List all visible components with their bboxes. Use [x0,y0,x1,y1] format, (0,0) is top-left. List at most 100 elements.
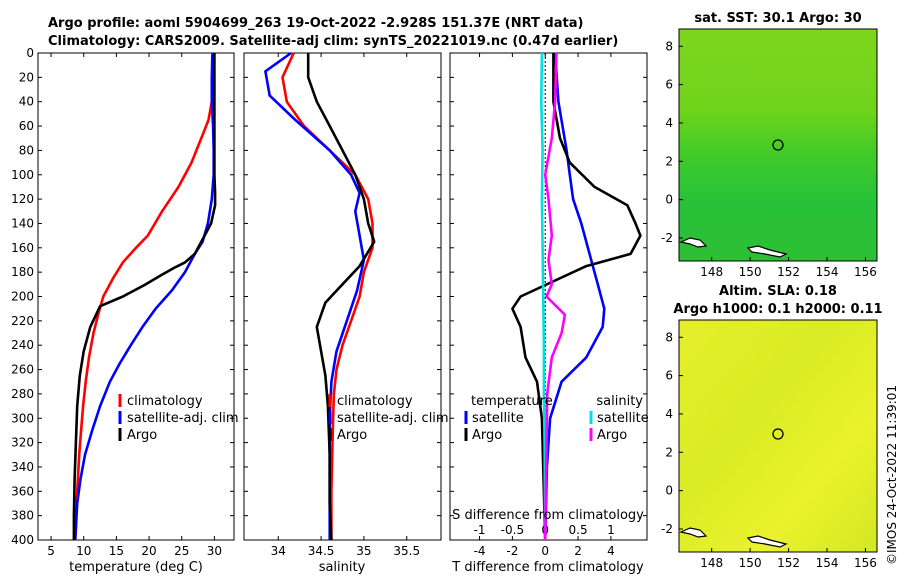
y-tick-label: 240 [11,338,34,352]
x-tick-label: 34 [271,544,286,558]
y-tick-label: 220 [11,314,34,328]
x-tick-label: 20 [141,544,156,558]
map-y-tick-label: 4 [665,407,673,421]
series-t-argo [511,53,642,541]
map-y-tick-label: 2 [665,154,673,168]
difference-axes [449,52,648,541]
y-tick-label: 260 [11,363,34,377]
sst-argo-marker [772,139,784,151]
x-tick-label: 5 [47,544,55,558]
y-tick-label: 300 [11,411,34,425]
x-tick-label: 25 [174,544,189,558]
salinity-xlabel: salinity [319,560,366,575]
map-x-tick-label: 154 [816,556,839,570]
map-y-tick-label: 0 [665,484,673,498]
sla-coastline-island [746,535,788,548]
top-tick-label: 1 [607,523,615,537]
map-x-tick-label: 156 [854,265,877,279]
series-argo [72,53,217,540]
difference-legend: temperature satellite Argo salinity sate… [464,394,649,443]
y-tick-label: 80 [19,143,34,157]
top-tick-label: 0.5 [569,523,588,537]
top-tick-label: -1 [474,523,486,537]
title-line-1: Argo profile: aoml 5904699_263 19-Oct-20… [48,16,583,31]
salinity-axes [243,52,442,541]
map-x-tick-label: 152 [777,556,800,570]
x-tick-label: 34.5 [308,544,335,558]
x-tick-label: 4 [607,544,615,558]
y-tick-label: 0 [26,46,34,60]
series-climatology [73,52,215,541]
legend-salinity-title: salinity [596,394,643,409]
legend-argo-label: Argo [337,428,367,443]
x-tick-label: 30 [207,544,222,558]
sla-field [678,319,878,553]
map-y-tick-label: 6 [665,369,673,383]
map-x-tick-label: 148 [700,556,723,570]
imos-credit: ©IMOS 24-Oct-2022 11:39:01 [885,385,899,565]
s-difference-label: S difference from climatology [452,508,644,523]
difference-plot: -4 -2 0 2 4-1 -0.5 0 0.5 1 [450,52,647,558]
legend-argo-label: Argo [127,428,157,443]
y-tick-label: 60 [19,119,34,133]
legend-satellite-label: satellite-adj. clim [127,411,239,426]
y-tick-label: 160 [11,241,34,255]
sst-coastline-island [746,245,788,258]
y-tick-label: 380 [11,509,34,523]
y-tick-label: 20 [19,70,34,84]
x-tick-label: 2 [574,544,582,558]
y-tick-label: 400 [11,533,34,547]
y-tick-label: 140 [11,216,34,230]
sla-map-title-line-1: Altim. SLA: 0.18 [719,284,837,299]
legend-t-satellite-label: satellite [472,411,524,426]
salinity-panel: 34 34.5 35 35.5 salinity climatology satell… [243,51,449,575]
t-difference-xlabel: T difference from climatology [451,560,644,575]
sst-map-panel: sat. SST: 30.1 Argo: 30 148 150 152 154 156 8… [661,11,878,279]
sst-field [678,28,878,262]
map-y-tick-label: 2 [665,445,673,459]
legend-climatology-label: climatology [337,394,413,409]
x-tick-label: -2 [506,544,518,558]
map-x-tick-label: 152 [777,265,800,279]
y-tick-label: 120 [11,192,34,206]
x-tick-label: 35.5 [393,544,420,558]
legend-t-argo-label: Argo [472,428,502,443]
y-tick-label: 40 [19,95,34,109]
sst-axes: 148 150 152 154 156 8 6 4 2 0 -2 [661,39,877,279]
map-x-tick-label: 154 [816,265,839,279]
y-tick-label: 180 [11,265,34,279]
salinity-plot: 34 34.5 35 35.5 [244,51,441,558]
temperature-axes [37,52,235,541]
salinity-legend: climatology satellite-adj. clim Argo [328,394,449,443]
map-y-tick-label: 8 [665,330,673,344]
legend-s-satellite-label: satellite [597,411,649,426]
series-argo [306,53,376,541]
legend-climatology-label: climatology [127,394,203,409]
sla-map-panel: Altim. SLA: 0.18 Argo h1000: 0.1 h2000: … [661,284,883,570]
y-tick-label: 360 [11,484,34,498]
map-y-tick-label: 0 [665,193,673,207]
y-tick-label: 200 [11,290,34,304]
y-tick-label: 320 [11,436,34,450]
sla-argo-marker [772,428,784,440]
map-x-tick-label: 150 [739,556,762,570]
map-y-tick-label: -2 [661,231,673,245]
sst-map-title: sat. SST: 30.1 Argo: 30 [694,11,861,26]
legend-satellite-label: satellite-adj. clim [337,411,449,426]
series-s-satellite [539,52,547,541]
sla-map-title-line-2: Argo h1000: 0.1 h2000: 0.11 [673,302,882,317]
x-tick-label: -4 [474,544,486,558]
x-tick-label: 0 [541,544,549,558]
map-y-tick-label: 4 [665,116,673,130]
map-x-tick-label: 148 [700,265,723,279]
map-y-tick-label: 6 [665,78,673,92]
map-y-tick-label: -2 [661,522,673,536]
sla-coastline-new-guinea [679,527,708,538]
legend-temperature-title: temperature [471,394,553,409]
temperature-plot: 0 20 40 60 80 100 120 140 160 180 200 220 240 260 280 3… [11,46,234,558]
sst-coastline-new-guinea [679,237,708,248]
map-x-tick-label: 156 [854,556,877,570]
y-tick-label: 100 [11,168,34,182]
sla-axes: 148 150 152 154 156 8 6 4 2 0 -2 [661,330,877,570]
